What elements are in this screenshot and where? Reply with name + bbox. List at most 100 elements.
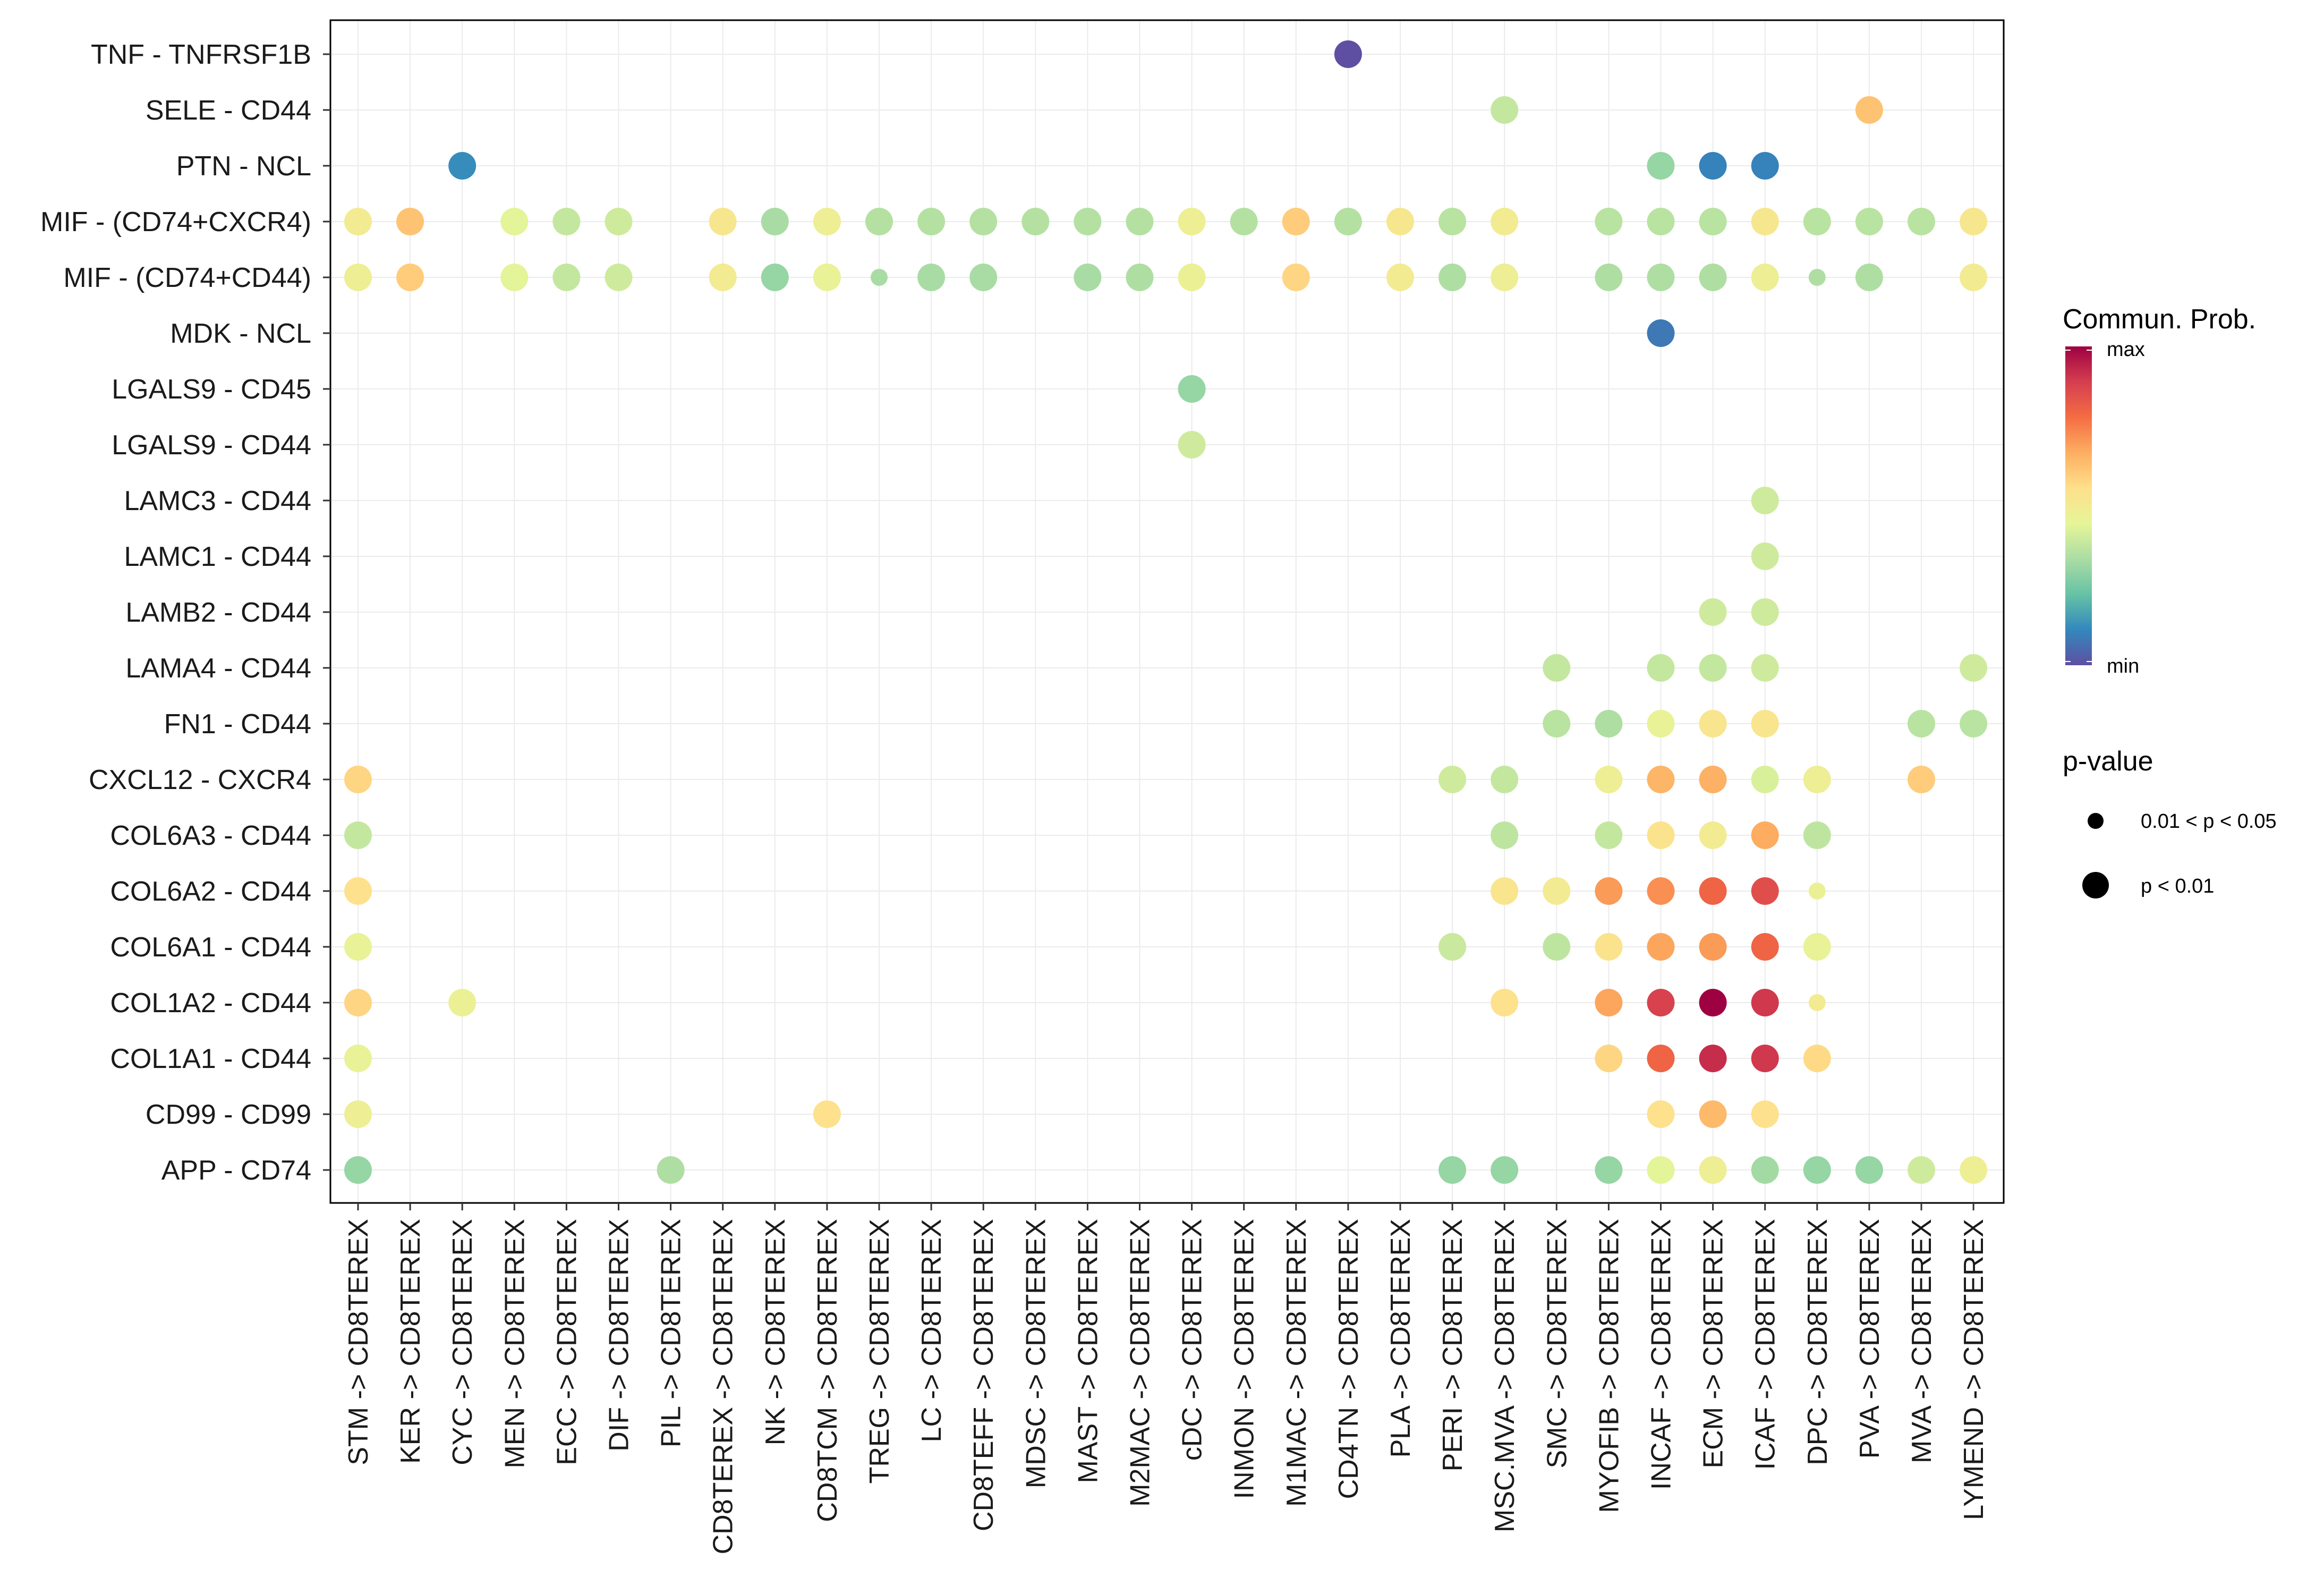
bubble-point — [1647, 933, 1675, 961]
bubble-point — [1960, 264, 1988, 291]
y-tick-label: TNF - TNFRSF1B — [91, 39, 311, 70]
y-tick-label: COL1A1 - CD44 — [110, 1044, 311, 1074]
x-tick-label: MYOFIB -> CD8TEREX — [1594, 1219, 1624, 1513]
bubble-point — [1438, 264, 1467, 291]
bubble-point — [1803, 1156, 1831, 1184]
x-tick-label: DIF -> CD8TEREX — [604, 1219, 635, 1452]
bubble-point — [1647, 1045, 1675, 1072]
size-legend-large-label: p < 0.01 — [2141, 875, 2214, 897]
bubble-point — [1178, 264, 1206, 291]
bubble-point — [605, 208, 633, 235]
bubble-point — [1699, 152, 1727, 180]
x-tick-label: LYMEND -> CD8TEREX — [1959, 1219, 1989, 1520]
x-tick-label: MEN -> CD8TEREX — [499, 1219, 530, 1469]
x-tick-label: INCAF -> CD8TEREX — [1646, 1219, 1677, 1490]
x-tick-label: PLA -> CD8TEREX — [1385, 1219, 1416, 1457]
bubble-point — [1647, 1156, 1675, 1184]
bubble-point — [1178, 375, 1206, 403]
bubble-point — [1126, 264, 1154, 291]
x-tick-label: STM -> CD8TEREX — [343, 1219, 374, 1465]
bubble-point — [1438, 1156, 1467, 1184]
x-tick-label: PVA -> CD8TEREX — [1854, 1219, 1885, 1459]
bubble-point — [1751, 710, 1779, 737]
y-tick-label: FN1 - CD44 — [164, 709, 311, 740]
bubble-point — [500, 264, 529, 291]
bubble-point — [1230, 208, 1258, 235]
bubble-point — [605, 264, 633, 291]
bubble-point — [1751, 1045, 1779, 1072]
bubble-point — [552, 264, 581, 291]
bubble-point — [344, 877, 372, 905]
bubble-point — [1386, 264, 1414, 291]
bubble-point — [1438, 933, 1467, 961]
bubble-point — [552, 208, 581, 235]
y-tick-label: COL6A3 - CD44 — [110, 820, 311, 851]
bubble-point — [1647, 877, 1675, 905]
bubble-point — [917, 208, 946, 235]
x-tick-label: DPC -> CD8TEREX — [1802, 1219, 1833, 1465]
bubble-point — [1855, 1156, 1883, 1184]
bubble-point — [1595, 989, 1623, 1016]
x-tick-label: CD8TEREX -> CD8TEREX — [708, 1219, 739, 1554]
bubble-point — [1491, 766, 1519, 793]
bubble-point — [1334, 40, 1362, 68]
y-tick-label: PTN - NCL — [176, 151, 311, 182]
bubble-point — [1751, 1156, 1779, 1184]
bubble-point — [1647, 989, 1675, 1016]
x-tick-label: NK -> CD8TEREX — [760, 1219, 791, 1445]
bubble-point — [396, 208, 424, 235]
bubble-point — [1282, 264, 1310, 291]
bubble-point — [1647, 264, 1675, 291]
bubble-point — [1751, 264, 1779, 291]
bubble-point — [1386, 208, 1414, 235]
x-tick-label: CD8TCM -> CD8TEREX — [812, 1219, 843, 1522]
x-tick-label: M2MAC -> CD8TEREX — [1125, 1219, 1156, 1507]
bubble-point — [1126, 208, 1154, 235]
bubble-point — [1438, 208, 1467, 235]
bubble-point — [1960, 710, 1988, 737]
bubble-point — [1595, 264, 1623, 291]
bubble-point — [1751, 208, 1779, 235]
color-legend-title: Commun. Prob. — [2063, 304, 2256, 335]
x-tick-label: ECC -> CD8TEREX — [551, 1219, 582, 1465]
bubble-point — [1699, 710, 1727, 737]
bubble-point — [1751, 877, 1779, 905]
x-tick-label: MAST -> CD8TEREX — [1072, 1219, 1103, 1483]
bubble-point — [1751, 487, 1779, 514]
bubble-point — [1595, 208, 1623, 235]
x-tick-label: cDC -> CD8TEREX — [1177, 1219, 1208, 1461]
bubble-point — [344, 1156, 372, 1184]
y-tick-label: MDK - NCL — [170, 318, 311, 349]
bubble-point — [1855, 208, 1883, 235]
bubble-point — [1803, 766, 1831, 793]
x-tick-label: KER -> CD8TEREX — [395, 1219, 426, 1464]
bubble-point — [1647, 821, 1675, 849]
bubble-point — [344, 1045, 372, 1072]
color-legend-max-label: max — [2107, 338, 2145, 361]
bubble-point — [1595, 877, 1623, 905]
bubble-point — [813, 1100, 841, 1128]
y-tick-label: COL6A2 - CD44 — [110, 876, 311, 907]
bubble-point — [1699, 1156, 1727, 1184]
bubble-point — [1699, 821, 1727, 849]
bubble-point — [1595, 710, 1623, 737]
bubble-point — [1908, 208, 1935, 235]
bubble-point — [813, 264, 841, 291]
bubble-point — [709, 264, 737, 291]
x-tick-label: M1MAC -> CD8TEREX — [1281, 1219, 1312, 1507]
y-axis: TNF - TNFRSF1B SELE - CD44 PTN - NCL MIF - … — [40, 39, 330, 1186]
bubble-point — [1595, 933, 1623, 961]
bubble-point — [813, 208, 841, 235]
bubble-point — [1699, 933, 1727, 961]
bubble-point — [1808, 269, 1826, 286]
x-tick-label: PERI -> CD8TEREX — [1437, 1219, 1468, 1471]
bubble-point — [1647, 208, 1675, 235]
x-tick-label: INMON -> CD8TEREX — [1229, 1219, 1260, 1499]
bubble-point — [1960, 208, 1988, 235]
bubble-point — [396, 264, 424, 291]
bubble-point — [1908, 1156, 1935, 1184]
bubble-point — [1595, 821, 1623, 849]
bubble-point — [1751, 1100, 1779, 1128]
x-tick-label: MVA -> CD8TEREX — [1906, 1219, 1937, 1463]
